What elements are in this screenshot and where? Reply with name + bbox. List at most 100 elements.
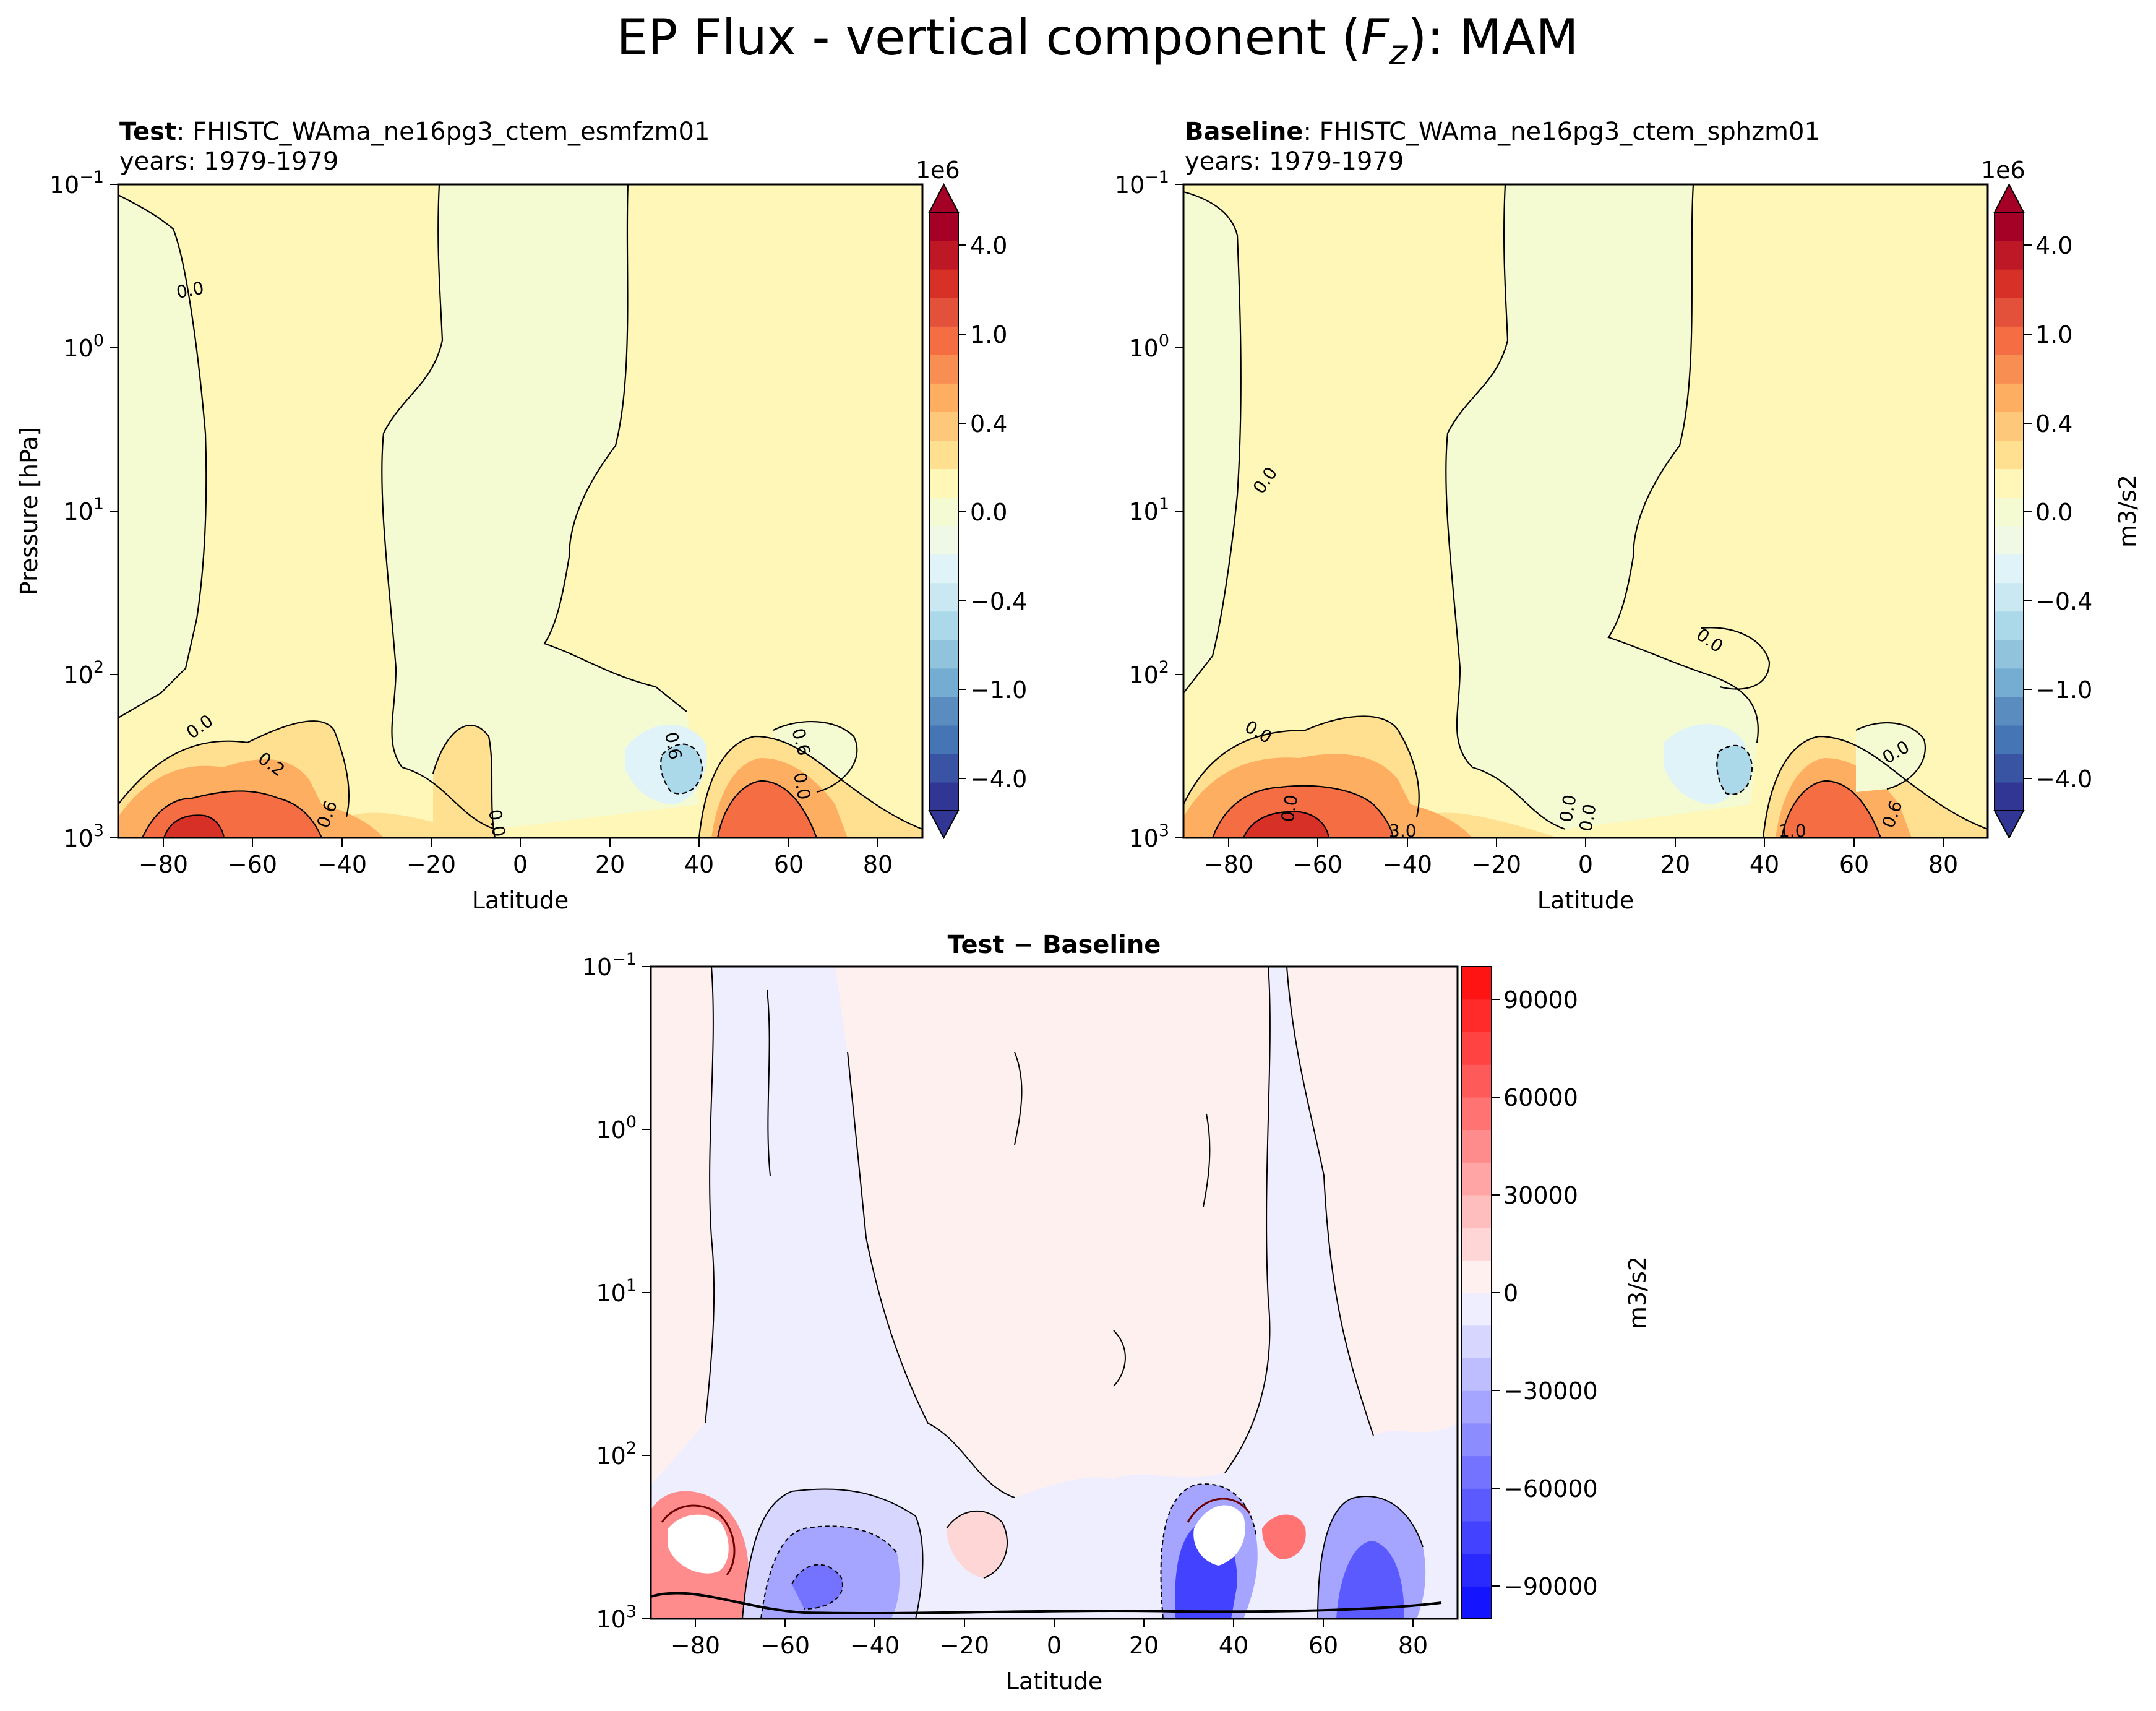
diff-heavy-contour xyxy=(661,1504,736,1575)
diff-contour-line xyxy=(1286,967,1374,1436)
diff-contour-line xyxy=(847,1051,1015,1498)
baseline-near-zero-region-north xyxy=(1856,723,1925,792)
colorbar-swatch xyxy=(1461,1520,1492,1554)
test-contour-line xyxy=(660,743,703,795)
colorbar-swatch xyxy=(929,782,958,811)
colorbar-tick-label: −30000 xyxy=(1503,1377,1598,1405)
colorbar-diff-ticks: 90000 60000 30000 0 −30000 −60000 −90000 xyxy=(1492,986,1598,1600)
xtick-label: −40 xyxy=(1383,851,1432,878)
xtick-label: −80 xyxy=(1204,851,1253,878)
colorbar-swatch xyxy=(1995,269,2024,298)
panel-baseline-field: 0.0 0.0 0.0 0.0 3.0 0.0 0.0 0.6 1.0 0.0 xyxy=(1183,184,1988,838)
xtick-label: 20 xyxy=(595,851,625,878)
xtick-label: 60 xyxy=(1839,851,1869,878)
ytick-label: 100 xyxy=(596,1113,637,1144)
ytick-label: 102 xyxy=(63,658,104,689)
diff-contour-line xyxy=(1160,1483,1256,1619)
test-contour-line xyxy=(543,184,687,712)
test-strong-flux-north xyxy=(718,781,817,838)
colorbar-swatch xyxy=(929,269,958,298)
panel-test-yaxis: 10−1 100 101 102 103 Pressure [hPa] xyxy=(15,168,118,852)
colorbar-swatch xyxy=(1995,355,2024,384)
colorbar-tick-label: 0.4 xyxy=(2035,410,2072,437)
colorbar-tick-label: 0.4 xyxy=(970,410,1007,437)
test-near-zero-region-tropics xyxy=(382,184,699,829)
title-prefix: EP Flux - vertical component ( xyxy=(617,9,1361,66)
panel-test-xlabel: Latitude xyxy=(472,887,569,914)
ytick-exponent: 0 xyxy=(626,1113,637,1132)
colorbar-swatch xyxy=(1995,212,2024,241)
ytick-base: 10 xyxy=(596,1280,625,1307)
baseline-strong-flux-north xyxy=(1782,781,1881,838)
test-contour-lines xyxy=(118,184,922,838)
ytick-exponent: −1 xyxy=(79,168,104,187)
ytick-label: 101 xyxy=(596,1276,637,1307)
colorbar-swatch xyxy=(1995,554,2024,584)
xtick-label: −20 xyxy=(940,1632,989,1659)
colorbar-baseline-swatches xyxy=(1995,212,2024,811)
ytick-label: 103 xyxy=(596,1602,637,1633)
ytick-label: 100 xyxy=(63,331,104,362)
ytick-base: 10 xyxy=(596,1442,625,1470)
panel-test-header: Test: FHISTC_WAma_ne16pg3_ctem_esmfzm01 xyxy=(119,118,710,146)
test-contour-line xyxy=(432,725,496,838)
diff-contour-line xyxy=(791,1564,843,1610)
xtick-label: 60 xyxy=(1308,1632,1338,1659)
colorbar-swatch xyxy=(1995,696,2024,726)
colorbar-swatch xyxy=(1995,668,2024,697)
panel-test-xticks: −80 −60 −40 −20 0 20 40 60 80 xyxy=(139,838,893,878)
panel-diff-xticks: −80 −60 −40 −20 0 20 40 60 80 xyxy=(671,1619,1428,1659)
colorbar-swatch xyxy=(929,412,958,441)
test-negative-flux-core xyxy=(661,744,702,794)
contour-label: 0.6 xyxy=(661,730,685,761)
ytick-label: 101 xyxy=(1128,494,1169,525)
test-contour-line xyxy=(381,184,496,830)
colorbar-swatch xyxy=(929,497,958,527)
colorbar-swatch xyxy=(1461,967,1492,1000)
ytick-base: 10 xyxy=(582,954,612,981)
xtick-label: −60 xyxy=(1293,851,1342,878)
colorbar-swatch xyxy=(1995,383,2024,412)
colorbar-swatch xyxy=(1461,1293,1492,1326)
contour-label: 0.0 xyxy=(1555,793,1580,824)
xtick-label: 80 xyxy=(863,851,893,878)
colorbar-top-ticks: 4.0 1.0 0.4 0.0 −0.4 −1.0 −4.0 xyxy=(958,232,1027,793)
xtick-label: −40 xyxy=(850,1632,900,1659)
panel-baseline-yaxis: 10−1 100 101 102 103 xyxy=(1115,168,1183,852)
baseline-contour-line xyxy=(1607,184,1759,743)
xtick-label: 0 xyxy=(1578,851,1593,878)
colorbar-swatch xyxy=(1461,1553,1492,1587)
colorbar-swatch xyxy=(1461,1129,1492,1163)
colorbar-swatch xyxy=(1995,582,2024,612)
diff-heavy-contour xyxy=(1187,1498,1251,1523)
baseline-contour-line xyxy=(1242,811,1330,838)
colorbar-swatch xyxy=(1461,1325,1492,1358)
diff-negative-core-south xyxy=(792,1564,843,1609)
ytick-exponent: −1 xyxy=(1145,168,1169,187)
xtick-label: −80 xyxy=(139,851,188,878)
colorbar-swatch xyxy=(1461,1097,1492,1131)
ytick-label: 100 xyxy=(1128,331,1169,362)
panel-diff-field xyxy=(651,967,1458,1619)
colorbar-tick-label: −60000 xyxy=(1503,1475,1598,1502)
colorbar-tick-label: −1.0 xyxy=(970,676,1027,704)
ytick-base: 10 xyxy=(63,335,93,362)
ytick-exponent: 0 xyxy=(93,331,104,350)
baseline-contour-line xyxy=(1211,785,1394,838)
colorbar-swatch xyxy=(1995,440,2024,470)
test-positive-flux-south-hill xyxy=(433,725,495,838)
panel-baseline-xticks: −80 −60 −40 −20 0 20 40 60 80 xyxy=(1204,838,1958,878)
ytick-base: 10 xyxy=(596,1116,625,1144)
colorbar-top-multiplier: 1e6 xyxy=(916,157,960,184)
colorbar-swatch xyxy=(1461,1260,1492,1293)
colorbar-swatch xyxy=(1461,1586,1492,1619)
ytick-exponent: 2 xyxy=(1159,658,1169,677)
colorbar-tick-label: 30000 xyxy=(1503,1182,1578,1209)
colorbar-swatch xyxy=(1995,753,2024,783)
test-flux-peak-south xyxy=(164,815,224,838)
diff-positive-core-south xyxy=(668,1514,729,1574)
colorbar-swatch xyxy=(929,355,958,384)
ytick-label: 103 xyxy=(1128,821,1169,852)
xtick-label: 0 xyxy=(1047,1632,1062,1659)
test-near-zero-region-south xyxy=(118,195,207,718)
